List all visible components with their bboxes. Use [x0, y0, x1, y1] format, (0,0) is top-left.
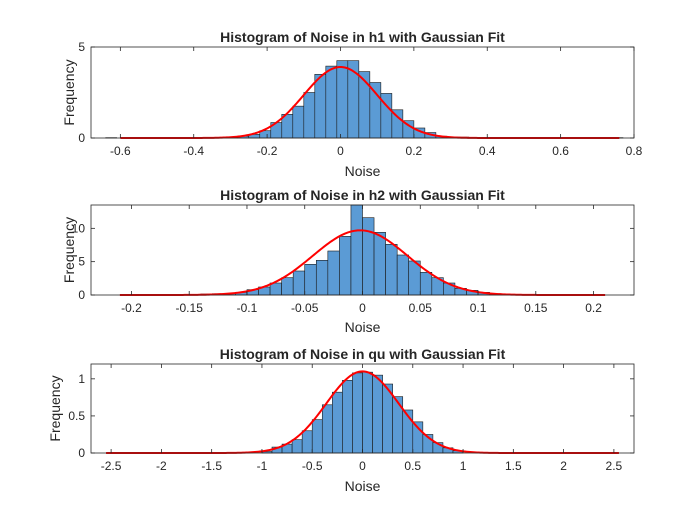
y-axis-label: Frequency — [61, 217, 77, 283]
x-tick-label: 0.2 — [585, 301, 602, 315]
x-tick-label: -0.1 — [237, 301, 258, 315]
axes-box — [90, 46, 635, 139]
x-tick-label: 0 — [337, 144, 344, 158]
histogram-bar — [408, 260, 421, 296]
x-tick-label: 1.5 — [505, 459, 522, 473]
histogram-bar — [281, 277, 294, 296]
y-axis-label: Frequency — [47, 375, 63, 441]
histogram-bar — [336, 60, 349, 139]
x-tick-label: -1.5 — [201, 459, 222, 473]
x-tick-label: 1 — [460, 459, 467, 473]
y-tick-label: 5 — [78, 40, 85, 54]
chart-title: Histogram of Noise in h1 with Gaussian F… — [220, 29, 505, 45]
x-tick-label: -0.2 — [121, 301, 142, 315]
chart-panel-1: -0.6 -0.4 -0.2 0 0.2 0.4 0.6 0.8 0 5 Histogram of … — [61, 29, 643, 179]
x-tick-label: 0.05 — [409, 301, 433, 315]
x-axis-label: Noise — [345, 163, 381, 179]
y-tick-label: 0 — [78, 288, 85, 302]
histogram-bar — [332, 391, 343, 454]
y-axis-label: Frequency — [61, 59, 77, 125]
y-tick-label: 0 — [78, 131, 85, 145]
y-tick-label: 0.5 — [68, 409, 85, 423]
x-tick-label: 0.15 — [524, 301, 548, 315]
x-tick-label: 0.5 — [404, 459, 421, 473]
x-tick-label: 0.6 — [552, 144, 569, 158]
x-tick-label: 0.1 — [470, 301, 487, 315]
x-tick-label: 0 — [359, 301, 366, 315]
histogram-bar — [301, 430, 313, 454]
y-tick-label: 1 — [78, 372, 85, 386]
histogram-bar — [392, 396, 404, 454]
x-tick-label: -0.2 — [257, 144, 278, 158]
histogram-bar — [342, 380, 353, 454]
x-axis-label: Noise — [345, 478, 381, 494]
histogram-bar — [362, 217, 375, 296]
histogram-bar — [304, 264, 317, 296]
histogram-bar — [372, 374, 383, 454]
histogram-bar — [369, 82, 382, 139]
histogram-bar — [352, 372, 363, 454]
histogram-bar — [339, 236, 352, 296]
chart-panel-2: -0.2 -0.15 -0.1 -0.05 0 0.05 0.1 0.15 0.2 0 5 10 His… — [61, 187, 635, 335]
x-tick-label: -0.5 — [302, 459, 323, 473]
histogram-bar — [303, 92, 316, 139]
x-tick-label: 0.4 — [479, 144, 496, 158]
chart-title: Histogram of Noise in h2 with Gaussian F… — [220, 187, 505, 203]
histogram-bar — [373, 232, 386, 296]
histogram-bar — [396, 254, 410, 296]
x-tick-label: -2.5 — [101, 459, 122, 473]
histogram-bar — [385, 244, 398, 296]
x-tick-label: -0.6 — [110, 144, 131, 158]
histogram-bar — [350, 204, 363, 296]
histogram-bar — [314, 74, 327, 139]
histogram-bar — [269, 282, 282, 296]
x-tick-label: -0.05 — [291, 301, 319, 315]
x-tick-label: -0.4 — [183, 144, 204, 158]
chart-title: Histogram of Noise in qu with Gaussian F… — [220, 346, 506, 362]
x-tick-label: -0.15 — [176, 301, 204, 315]
y-tick-label: 0 — [78, 446, 85, 460]
histogram-bar — [311, 419, 323, 454]
histogram-bar — [315, 260, 329, 296]
x-tick-label: 0.2 — [406, 144, 423, 158]
histogram-bar — [327, 250, 340, 296]
histogram-bar — [292, 270, 306, 296]
x-axis-label: Noise — [345, 319, 381, 335]
histogram-bar — [291, 439, 303, 454]
x-tick-label: 2.5 — [606, 459, 623, 473]
histogram-bar — [321, 404, 333, 454]
x-tick-label: -1 — [257, 459, 268, 473]
x-tick-label: 2 — [560, 459, 567, 473]
histogram-bar — [362, 371, 373, 454]
x-tick-label: 0.8 — [626, 144, 643, 158]
y-tick-label: 10 — [72, 221, 86, 235]
histogram-bar — [419, 272, 433, 296]
chart-panel-3: -2.5 -2 -1.5 -1 -0.5 0 0.5 1 1.5 2 2.5 0 0.5 1 Histogr… — [47, 346, 635, 494]
y-tick-label: 5 — [78, 255, 85, 269]
x-tick-label: 0 — [359, 459, 366, 473]
histogram-bar — [292, 105, 305, 139]
histogram-bar — [325, 65, 338, 139]
x-tick-label: -2 — [156, 459, 167, 473]
